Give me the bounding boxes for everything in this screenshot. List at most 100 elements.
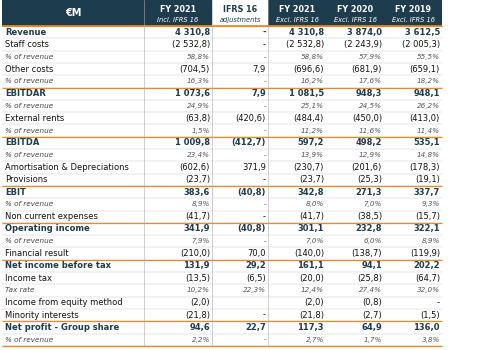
- Text: 383,6: 383,6: [184, 188, 210, 197]
- Text: (2 005,3): (2 005,3): [402, 40, 440, 49]
- Text: 7,9: 7,9: [251, 89, 266, 98]
- Text: % of revenue: % of revenue: [5, 337, 53, 343]
- Text: EBITDA: EBITDA: [5, 138, 39, 147]
- Text: (659,1): (659,1): [410, 64, 440, 74]
- Text: Financial result: Financial result: [5, 249, 69, 258]
- Text: 948,1: 948,1: [413, 89, 440, 98]
- Text: 22,3%: 22,3%: [243, 287, 266, 293]
- Text: EBIT: EBIT: [5, 188, 26, 197]
- Text: €M: €M: [65, 8, 81, 18]
- Text: (15,7): (15,7): [415, 212, 440, 221]
- Text: (25,3): (25,3): [357, 175, 382, 184]
- Text: Non current expenses: Non current expenses: [5, 212, 98, 221]
- Text: 2,7%: 2,7%: [306, 337, 324, 343]
- Text: Revenue: Revenue: [5, 28, 46, 37]
- Text: (413,0): (413,0): [410, 114, 440, 123]
- Text: EBITDAR: EBITDAR: [5, 89, 46, 98]
- Bar: [384, 0, 442, 26]
- Text: 16,2%: 16,2%: [301, 78, 324, 84]
- Text: (138,7): (138,7): [351, 249, 382, 258]
- Text: FY 2021: FY 2021: [160, 5, 196, 14]
- Text: (41,7): (41,7): [299, 212, 324, 221]
- Text: (230,7): (230,7): [294, 163, 324, 172]
- Bar: [144, 0, 212, 26]
- Text: 597,2: 597,2: [298, 138, 324, 147]
- Text: (25,8): (25,8): [357, 274, 382, 283]
- Bar: [268, 0, 326, 26]
- Text: 161,1: 161,1: [297, 261, 324, 270]
- Text: 11,4%: 11,4%: [417, 127, 440, 134]
- Bar: [212, 0, 268, 26]
- Text: 535,1: 535,1: [413, 138, 440, 147]
- Text: 58,8%: 58,8%: [301, 54, 324, 60]
- Text: 8,9%: 8,9%: [421, 238, 440, 244]
- Text: (23,7): (23,7): [185, 175, 210, 184]
- Text: (19,1): (19,1): [415, 175, 440, 184]
- Text: (40,8): (40,8): [238, 224, 266, 233]
- Text: (13,5): (13,5): [185, 274, 210, 283]
- Text: Tax rate: Tax rate: [5, 287, 35, 293]
- Text: 498,2: 498,2: [356, 138, 382, 147]
- Text: 3 874,0: 3 874,0: [347, 28, 382, 37]
- Text: (64,7): (64,7): [415, 274, 440, 283]
- Text: 271,3: 271,3: [356, 188, 382, 197]
- Text: 14,8%: 14,8%: [417, 152, 440, 158]
- Text: (119,9): (119,9): [410, 249, 440, 258]
- Text: (210,0): (210,0): [180, 249, 210, 258]
- Text: (450,0): (450,0): [352, 114, 382, 123]
- Text: (602,6): (602,6): [180, 163, 210, 172]
- Text: 337,7: 337,7: [414, 188, 440, 197]
- Text: -: -: [437, 298, 440, 307]
- Text: 12,9%: 12,9%: [359, 152, 382, 158]
- Text: 4 310,8: 4 310,8: [175, 28, 210, 37]
- Text: (2 532,8): (2 532,8): [286, 40, 324, 49]
- Text: -: -: [264, 103, 266, 109]
- Text: (1,5): (1,5): [420, 310, 440, 320]
- Text: FY 2021: FY 2021: [279, 5, 315, 14]
- Text: -: -: [264, 152, 266, 158]
- Text: 13,9%: 13,9%: [301, 152, 324, 158]
- Text: 55,5%: 55,5%: [417, 54, 440, 60]
- Text: 7,9%: 7,9%: [192, 238, 210, 244]
- Text: 3,8%: 3,8%: [421, 337, 440, 343]
- Text: 341,9: 341,9: [183, 224, 210, 233]
- Text: % of revenue: % of revenue: [5, 103, 53, 109]
- Text: 27,4%: 27,4%: [359, 287, 382, 293]
- Text: 7,0%: 7,0%: [306, 238, 324, 244]
- Text: Excl. IFRS 16: Excl. IFRS 16: [392, 16, 434, 22]
- Text: 232,8: 232,8: [356, 224, 382, 233]
- Text: (201,6): (201,6): [352, 163, 382, 172]
- Text: 32,0%: 32,0%: [417, 287, 440, 293]
- Text: 2,2%: 2,2%: [192, 337, 210, 343]
- Text: (21,8): (21,8): [185, 310, 210, 320]
- Text: 301,1: 301,1: [298, 224, 324, 233]
- Text: % of revenue: % of revenue: [5, 54, 53, 60]
- Text: 322,1: 322,1: [413, 224, 440, 233]
- Text: Staff costs: Staff costs: [5, 40, 49, 49]
- Text: Net profit - Group share: Net profit - Group share: [5, 323, 119, 332]
- Text: External rents: External rents: [5, 114, 64, 123]
- Text: 29,2: 29,2: [245, 261, 266, 270]
- Text: 26,2%: 26,2%: [417, 103, 440, 109]
- Text: Amortisation & Depreciations: Amortisation & Depreciations: [5, 163, 129, 172]
- Text: 70,0: 70,0: [248, 249, 266, 258]
- Text: 371,9: 371,9: [242, 163, 266, 172]
- Text: 3 612,5: 3 612,5: [405, 28, 440, 37]
- Text: 117,3: 117,3: [298, 323, 324, 332]
- Text: 1 081,5: 1 081,5: [289, 89, 324, 98]
- Bar: [326, 0, 384, 26]
- Text: % of revenue: % of revenue: [5, 127, 53, 134]
- Text: -: -: [263, 175, 266, 184]
- Text: 94,6: 94,6: [189, 323, 210, 332]
- Text: (23,7): (23,7): [299, 175, 324, 184]
- Text: -: -: [263, 310, 266, 320]
- Text: 131,9: 131,9: [183, 261, 210, 270]
- Text: Provisions: Provisions: [5, 175, 48, 184]
- Text: 1 009,8: 1 009,8: [175, 138, 210, 147]
- Text: -: -: [263, 212, 266, 221]
- Text: 18,2%: 18,2%: [417, 78, 440, 84]
- Text: 16,3%: 16,3%: [187, 78, 210, 84]
- Text: 10,2%: 10,2%: [187, 287, 210, 293]
- Text: (2,0): (2,0): [304, 298, 324, 307]
- Text: 11,2%: 11,2%: [301, 127, 324, 134]
